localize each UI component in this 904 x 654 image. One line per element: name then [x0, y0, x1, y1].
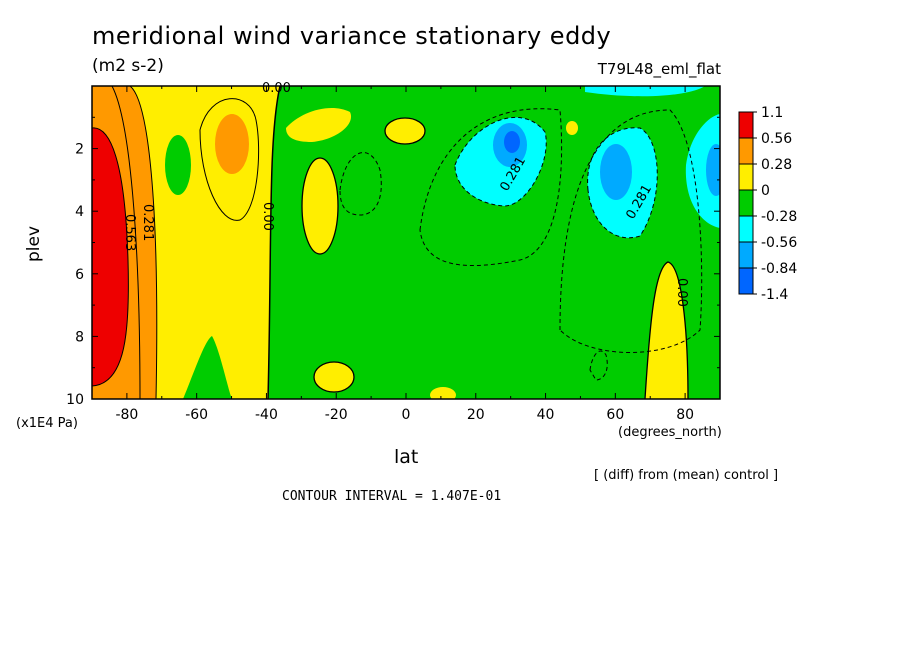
y-tick-label: 10: [66, 392, 84, 408]
contour-label-2: 0.281: [140, 204, 155, 241]
colorbar-swatch: [738, 241, 754, 269]
contour-label-7: 0.00: [674, 278, 689, 307]
x-tick-label: 40: [537, 407, 555, 423]
contour-interval: CONTOUR INTERVAL = 1.407E-01: [282, 489, 502, 504]
x-tick-label: 80: [676, 407, 694, 423]
colorbar-swatch: [738, 137, 754, 165]
yellow-cell-3: [385, 118, 425, 144]
colorbar-label: -0.84: [761, 261, 797, 277]
colorbar-swatch: [738, 111, 754, 139]
blue-cell-2: [600, 144, 632, 200]
x-tick-label: -20: [325, 407, 348, 423]
colorbar-label: 1.1: [761, 105, 783, 121]
contour-label-4: 0.00: [260, 202, 275, 231]
colorbar-swatch: [738, 215, 754, 243]
green-cell-2: [183, 336, 232, 399]
red-core-south: [92, 127, 129, 386]
cyan-cell-3: [685, 114, 720, 228]
yellow-cell-1: [302, 158, 338, 254]
contour-lines: [92, 86, 703, 399]
yellow-cell-4: [314, 362, 354, 392]
x-axis-label: lat: [394, 446, 419, 468]
colorbar-label: 0.56: [761, 131, 792, 147]
colorbar: 1.1 0.56 0.28 0 -0.28 -0.56 -0.84 -1.4: [738, 105, 797, 303]
colorbar-label: -1.4: [761, 287, 788, 303]
green-cell-1: [165, 135, 191, 195]
y-tick-label: 6: [75, 267, 84, 283]
y-axis-unit: (x1E4 Pa): [16, 416, 78, 431]
colorbar-label: -0.56: [761, 235, 797, 251]
x-axis-unit: (degrees_north): [618, 425, 722, 440]
colorbar-label: 0.28: [761, 157, 792, 173]
contour-label-1: 0.00: [262, 81, 291, 96]
colorbar-swatch: [738, 189, 754, 217]
y-axis-ticks: 2 4 6 8 10: [66, 85, 720, 408]
x-tick-label: 20: [467, 407, 485, 423]
colorbar-label: -0.28: [761, 209, 797, 225]
x-tick-label: -80: [115, 407, 138, 423]
deep-blue-cell-1: [504, 131, 520, 153]
chart-title: meridional wind variance stationary eddy: [92, 22, 612, 50]
x-tick-label: 0: [402, 407, 411, 423]
yellow-cell-6: [566, 121, 578, 135]
x-tick-label: 60: [606, 407, 624, 423]
y-tick-label: 4: [75, 204, 84, 220]
yellow-cell-5: [430, 387, 456, 399]
x-axis-ticks: -80 -60 -40 -20 0 20 40 60 80: [91, 86, 721, 423]
chart-units: (m2 s-2): [92, 56, 164, 76]
yellow-cell-2: [286, 107, 352, 142]
contour-label-3: 0.563: [122, 214, 137, 251]
run-label: T79L48_eml_flat: [597, 60, 721, 78]
diff-note: [ (diff) from (mean) control ]: [594, 468, 779, 483]
x-tick-label: -60: [185, 407, 208, 423]
x-tick-label: -40: [255, 407, 278, 423]
yellow-cell-7: [645, 262, 688, 399]
contour-fill: [92, 86, 720, 399]
blue-cell-3: [706, 144, 720, 196]
y-tick-label: 2: [75, 142, 84, 158]
orange-cell-1: [215, 114, 249, 174]
colorbar-label: 0: [761, 183, 770, 199]
colorbar-swatch: [738, 163, 754, 191]
y-tick-label: 8: [75, 329, 84, 345]
colorbar-swatch: [738, 267, 754, 295]
